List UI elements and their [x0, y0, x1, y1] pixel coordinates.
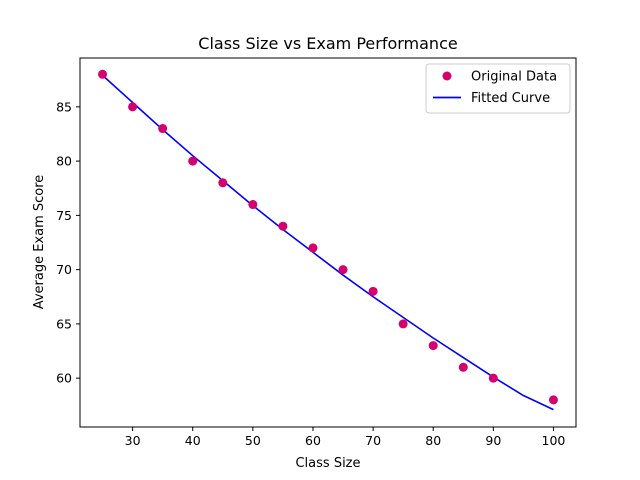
- y-axis-ticks: 60 65 70 75 80 85: [56, 99, 80, 386]
- legend-box: [425, 63, 571, 114]
- legend-label-fitted-curve: Fitted Curve: [471, 91, 550, 106]
- chart-title: Class Size vs Exam Performance: [198, 34, 457, 53]
- fitted-curve-layer: [102, 74, 554, 411]
- data-point: [458, 362, 468, 372]
- data-point: [338, 265, 348, 275]
- data-point: [308, 243, 318, 253]
- y-tick-label: 85: [56, 99, 72, 114]
- data-point: [98, 69, 108, 79]
- data-point: [398, 319, 408, 329]
- data-point: [368, 286, 378, 296]
- data-point: [488, 373, 498, 383]
- data-point: [188, 156, 198, 166]
- data-point: [548, 395, 558, 405]
- x-axis-label: Class Size: [295, 456, 360, 471]
- scatter-layer: [98, 69, 558, 405]
- x-tick-label: 50: [245, 433, 261, 448]
- data-point: [278, 221, 288, 231]
- x-tick-label: 100: [542, 433, 566, 448]
- data-point: [158, 124, 168, 134]
- y-axis-label: Average Exam Score: [32, 175, 47, 310]
- data-point: [248, 200, 258, 210]
- fitted-curve-line: [102, 74, 554, 411]
- x-tick-label: 90: [485, 433, 501, 448]
- y-tick-label: 70: [56, 262, 72, 277]
- data-point: [428, 341, 438, 351]
- legend-marker-original-data: [442, 71, 452, 81]
- y-tick-label: 75: [56, 208, 72, 223]
- legend: Original Data Fitted Curve: [425, 63, 571, 114]
- axes-frame: [79, 57, 577, 428]
- x-tick-label: 80: [425, 433, 441, 448]
- data-point: [218, 178, 228, 188]
- y-tick-label: 60: [56, 371, 72, 386]
- y-tick-label: 65: [56, 316, 72, 331]
- x-tick-label: 30: [125, 433, 141, 448]
- x-axis-ticks: 30 40 50 60 70 80 90 100: [125, 427, 566, 448]
- x-tick-label: 70: [365, 433, 381, 448]
- data-point: [128, 102, 138, 112]
- x-tick-label: 40: [185, 433, 201, 448]
- legend-label-original-data: Original Data: [471, 70, 557, 85]
- y-tick-label: 80: [56, 154, 72, 169]
- x-tick-label: 60: [305, 433, 321, 448]
- plot-area: [79, 57, 577, 428]
